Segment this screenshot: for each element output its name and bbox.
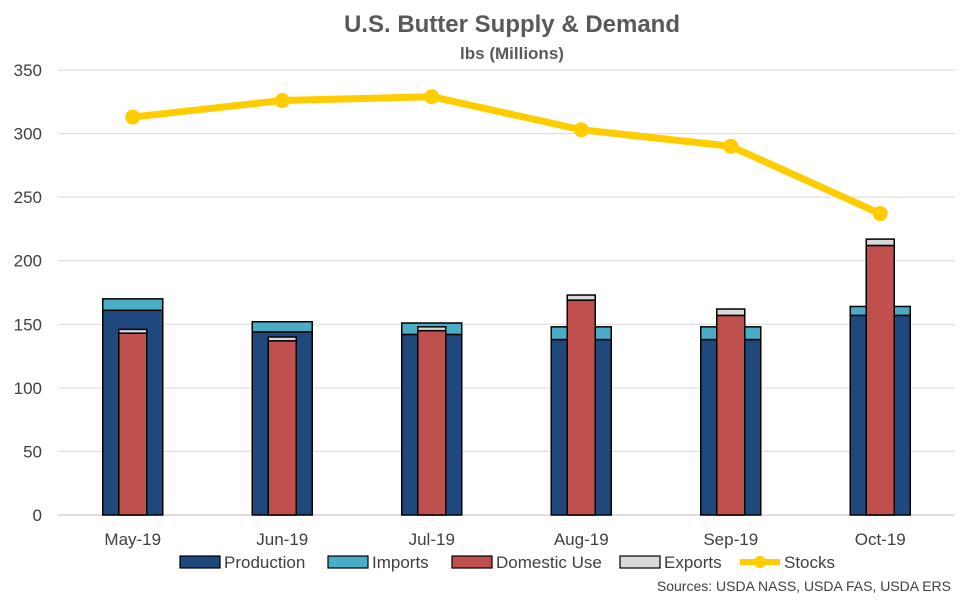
legend-swatch-production xyxy=(179,555,221,569)
bar-domestic-use xyxy=(267,340,297,516)
y-tick-label: 0 xyxy=(33,506,42,525)
bar-imports xyxy=(102,298,164,312)
source-note: Sources: USDA NASS, USDA FAS, USDA ERS xyxy=(657,578,951,594)
y-tick-label: 150 xyxy=(14,315,42,334)
bar-exports xyxy=(118,328,148,334)
bars xyxy=(102,238,911,516)
bar-imports xyxy=(251,320,313,333)
bar-exports xyxy=(267,336,297,342)
bar-domestic-use xyxy=(865,244,895,516)
x-tick-label: Jun-19 xyxy=(256,530,308,549)
stocks-point xyxy=(424,89,440,105)
y-axis: 0 50 100 150 200 250 300 350 xyxy=(14,61,42,525)
y-tick-label: 200 xyxy=(14,252,42,271)
stocks-point xyxy=(872,206,888,222)
x-axis: May-19 Jun-19 Jul-19 Aug-19 Sep-19 Oct-19 xyxy=(104,530,905,549)
bar-exports xyxy=(865,238,895,247)
bar-domestic-use xyxy=(716,314,746,516)
x-tick-label: Sep-19 xyxy=(703,530,758,549)
stocks-line xyxy=(125,89,888,222)
x-tick-label: Oct-19 xyxy=(855,530,906,549)
stocks-point xyxy=(723,138,739,154)
stocks-series-line xyxy=(129,93,884,218)
legend-swatch-domestic-use xyxy=(451,555,493,569)
y-tick-label: 250 xyxy=(14,188,42,207)
legend-marker-stocks xyxy=(754,556,766,568)
bar-exports xyxy=(716,308,746,317)
legend-label: Stocks xyxy=(784,553,835,572)
y-tick-label: 100 xyxy=(14,379,42,398)
x-tick-label: Aug-19 xyxy=(554,530,609,549)
y-tick-label: 300 xyxy=(14,125,42,144)
legend-label: Domestic Use xyxy=(496,553,602,572)
stocks-point xyxy=(125,109,141,125)
y-tick-label: 350 xyxy=(14,61,42,80)
bar-exports xyxy=(417,326,447,332)
legend-label: Exports xyxy=(664,553,722,572)
bar-exports xyxy=(566,294,596,301)
stocks-point xyxy=(573,122,589,138)
grid xyxy=(58,69,955,516)
legend-label: Imports xyxy=(372,553,429,572)
legend-swatch-exports xyxy=(619,555,661,569)
legend-label: Production xyxy=(224,553,305,572)
y-tick-label: 50 xyxy=(23,442,42,461)
bar-domestic-use xyxy=(566,299,596,516)
chart-title: U.S. Butter Supply & Demand xyxy=(344,11,680,38)
stocks-point xyxy=(274,93,290,109)
chart-subtitle: lbs (Millions) xyxy=(460,44,564,63)
bar-domestic-use xyxy=(417,329,447,516)
x-tick-label: Jul-19 xyxy=(409,530,455,549)
legend-swatch-imports xyxy=(327,555,369,569)
bar-domestic-use xyxy=(118,332,148,516)
x-tick-label: May-19 xyxy=(104,530,161,549)
legend: Production Imports Domestic Use Exports Stoc… xyxy=(179,553,835,572)
